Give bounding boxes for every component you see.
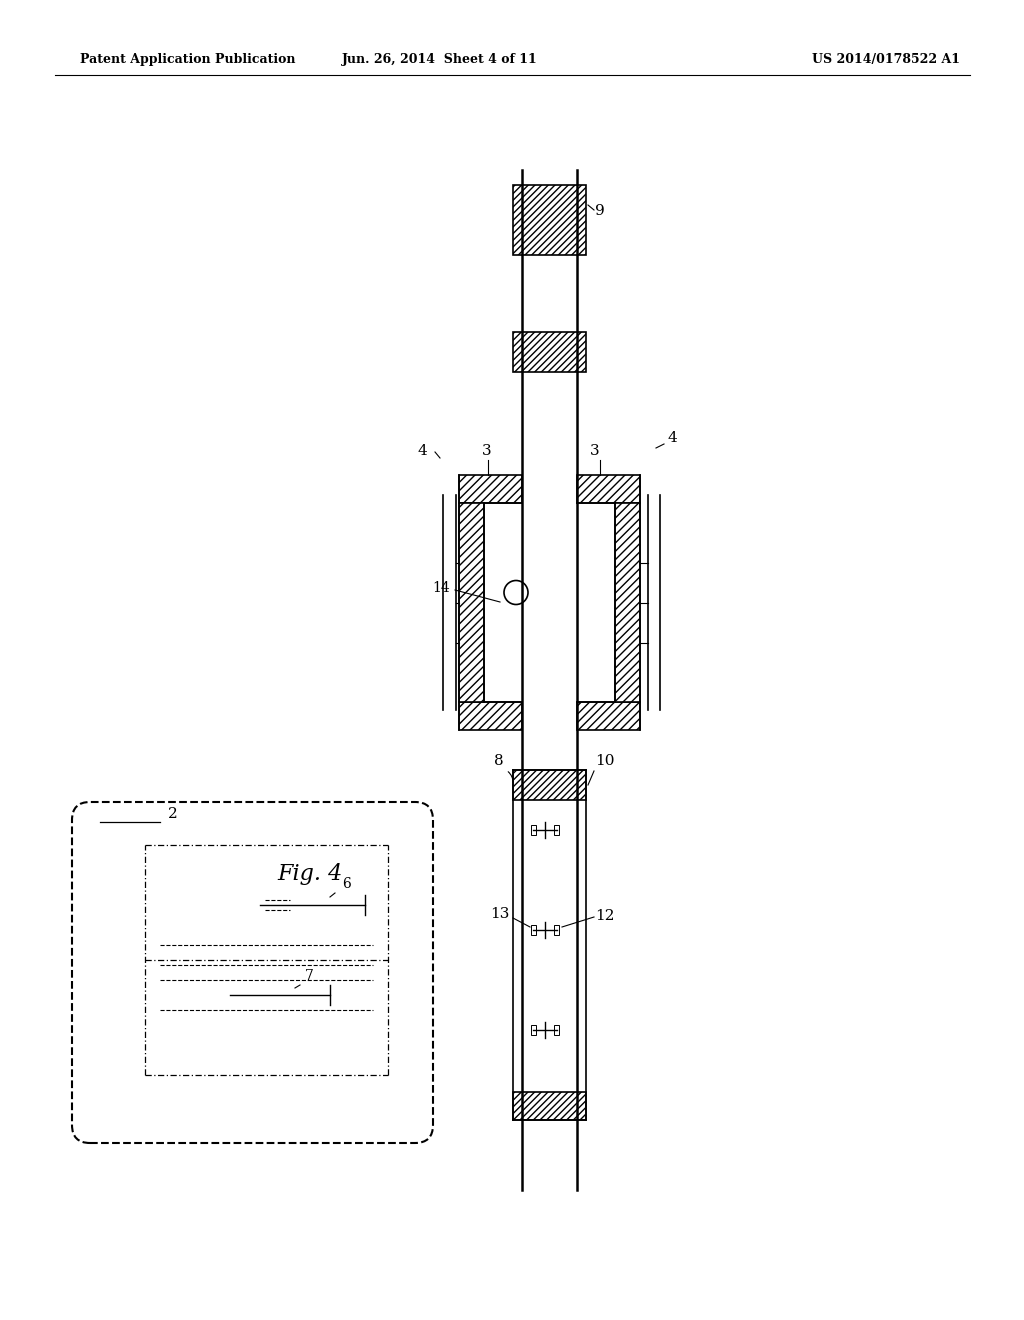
Text: 8: 8	[494, 754, 504, 768]
Text: Patent Application Publication: Patent Application Publication	[80, 54, 296, 66]
Text: 3: 3	[482, 444, 492, 458]
Text: 10: 10	[595, 754, 614, 768]
Bar	[459, 702, 522, 730]
Bar	[554, 925, 559, 935]
Text: Jun. 26, 2014  Sheet 4 of 11: Jun. 26, 2014 Sheet 4 of 11	[342, 54, 538, 66]
Bar	[554, 825, 559, 836]
Bar	[513, 185, 586, 255]
Bar	[615, 503, 640, 702]
Text: 9: 9	[595, 205, 605, 218]
Bar	[531, 825, 536, 836]
Text: US 2014/0178522 A1: US 2014/0178522 A1	[812, 54, 961, 66]
Text: 13: 13	[490, 907, 509, 921]
Text: 12: 12	[595, 909, 614, 923]
Bar	[554, 1026, 559, 1035]
Bar	[459, 503, 484, 702]
Bar	[513, 770, 586, 800]
Bar	[513, 1092, 586, 1119]
Text: 4: 4	[667, 432, 677, 445]
Text: 14: 14	[432, 581, 450, 595]
Bar	[531, 925, 536, 935]
Text: Fig. 4: Fig. 4	[278, 863, 343, 884]
Text: 4: 4	[418, 444, 428, 458]
Bar	[531, 1026, 536, 1035]
Text: 3: 3	[590, 444, 600, 458]
Text: 7: 7	[305, 969, 314, 983]
Text: 6: 6	[342, 876, 351, 891]
Bar	[577, 702, 640, 730]
Bar	[459, 475, 522, 503]
Bar	[577, 475, 640, 503]
Bar	[513, 333, 586, 372]
Text: 2: 2	[168, 807, 178, 821]
